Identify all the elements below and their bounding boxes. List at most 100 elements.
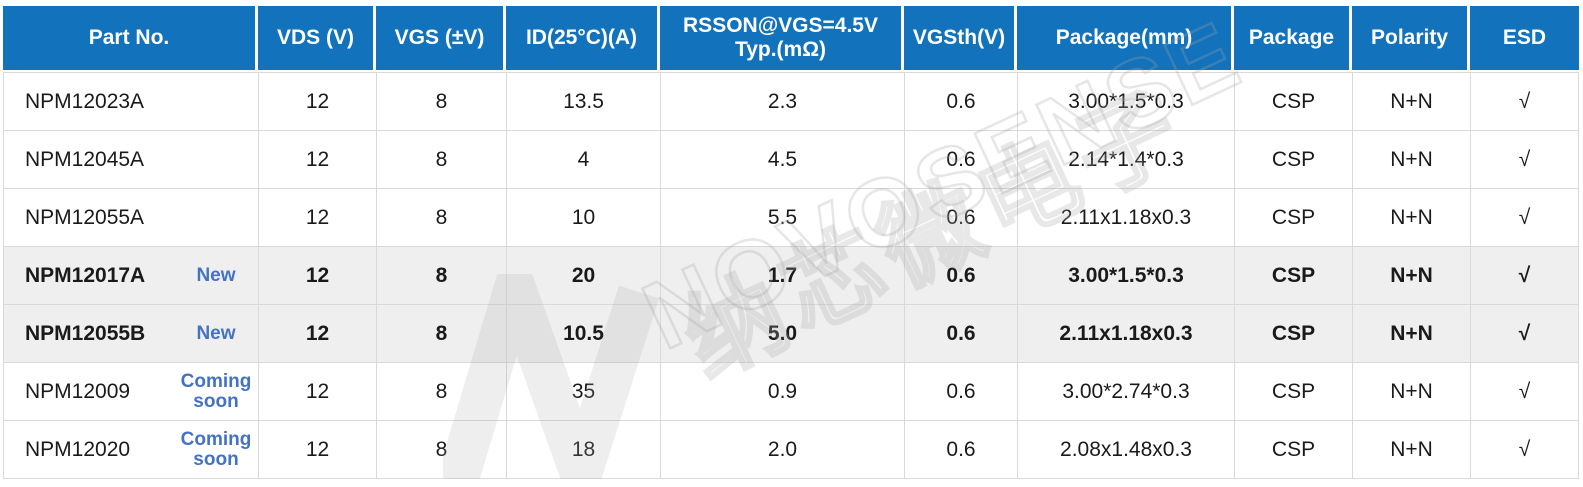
part-number: NPM12009 xyxy=(25,379,131,403)
vgs-cell: 8 xyxy=(377,189,507,247)
table-row: NPM12055B New 12 8 10.5 5.0 0.6 2.11x1.1… xyxy=(4,305,1579,363)
vgs-cell: 8 xyxy=(377,421,507,479)
esd-cell: √ xyxy=(1471,363,1579,421)
checkmark: √ xyxy=(1518,89,1531,113)
header-cell-package-mm: Package(mm) xyxy=(1017,6,1234,70)
id-cell: 18 xyxy=(507,421,661,479)
id-cell: 10.5 xyxy=(507,305,661,363)
id-cell: 35 xyxy=(507,363,661,421)
package-cell: CSP xyxy=(1235,421,1353,479)
table-row: NPM12055A 12 8 10 5.5 0.6 2.11x1.18x0.3 … xyxy=(4,189,1579,247)
part-number-cell: NPM12045A xyxy=(4,131,259,189)
package-mm-cell: 3.00*2.74*0.3 xyxy=(1018,363,1235,421)
package-cell: CSP xyxy=(1235,73,1353,131)
status-tag: Coming soon xyxy=(180,428,252,470)
part-number-cell: NPM12009 Coming soon xyxy=(4,363,259,421)
header-cell-esd: ESD xyxy=(1470,6,1579,70)
part-number: NPM12020 xyxy=(25,437,131,461)
vgsth-cell: 0.6 xyxy=(905,305,1018,363)
part-number: NPM12017A xyxy=(25,263,146,287)
polarity-cell: N+N xyxy=(1353,305,1471,363)
vgs-cell: 8 xyxy=(377,305,507,363)
polarity-cell: N+N xyxy=(1353,421,1471,479)
rsson-cell: 1.7 xyxy=(661,247,905,305)
vgsth-cell: 0.6 xyxy=(905,73,1018,131)
package-mm-cell: 2.14*1.4*0.3 xyxy=(1018,131,1235,189)
rsson-cell: 4.5 xyxy=(661,131,905,189)
package-mm-cell: 3.00*1.5*0.3 xyxy=(1018,73,1235,131)
package-cell: CSP xyxy=(1235,363,1353,421)
rsson-cell: 2.0 xyxy=(661,421,905,479)
esd-cell: √ xyxy=(1471,421,1579,479)
esd-cell: √ xyxy=(1471,247,1579,305)
checkmark: √ xyxy=(1518,263,1531,287)
table-row: NPM12020 Coming soon 12 8 18 2.0 0.6 2.0… xyxy=(4,421,1579,479)
table-row: NPM12045A 12 8 4 4.5 0.6 2.14*1.4*0.3 CS… xyxy=(4,131,1579,189)
checkmark: √ xyxy=(1518,379,1531,403)
product-table: Part No. VDS (V) VGS (±V) ID(25°C)(A) RS… xyxy=(3,6,1579,479)
vgsth-cell: 0.6 xyxy=(905,363,1018,421)
vds-cell: 12 xyxy=(259,305,377,363)
esd-cell: √ xyxy=(1471,131,1579,189)
esd-cell: √ xyxy=(1471,73,1579,131)
package-cell: CSP xyxy=(1235,131,1353,189)
header-cell-id: ID(25°C)(A) xyxy=(506,6,660,70)
id-cell: 13.5 xyxy=(507,73,661,131)
header-cell-polarity: Polarity xyxy=(1352,6,1470,70)
header-cell-vgs: VGS (±V) xyxy=(376,6,506,70)
vds-cell: 12 xyxy=(259,363,377,421)
part-number: NPM12023A xyxy=(25,89,145,113)
vgsth-cell: 0.6 xyxy=(905,247,1018,305)
part-number: NPM12045A xyxy=(25,147,145,171)
header-cell-vds: VDS (V) xyxy=(258,6,376,70)
checkmark: √ xyxy=(1518,147,1531,171)
rsson-cell: 5.5 xyxy=(661,189,905,247)
checkmark: √ xyxy=(1518,205,1531,229)
vgsth-cell: 0.6 xyxy=(905,189,1018,247)
id-cell: 4 xyxy=(507,131,661,189)
package-mm-cell: 3.00*1.5*0.3 xyxy=(1018,247,1235,305)
rsson-cell: 5.0 xyxy=(661,305,905,363)
vgs-cell: 8 xyxy=(377,247,507,305)
vds-cell: 12 xyxy=(259,421,377,479)
table-row: NPM12017A New 12 8 20 1.7 0.6 3.00*1.5*0… xyxy=(4,247,1579,305)
id-cell: 20 xyxy=(507,247,661,305)
vgs-cell: 8 xyxy=(377,363,507,421)
polarity-cell: N+N xyxy=(1353,363,1471,421)
vds-cell: 12 xyxy=(259,73,377,131)
rsson-cell: 2.3 xyxy=(661,73,905,131)
polarity-cell: N+N xyxy=(1353,189,1471,247)
status-tag: New xyxy=(196,264,236,286)
vgsth-cell: 0.6 xyxy=(905,421,1018,479)
esd-cell: √ xyxy=(1471,189,1579,247)
checkmark: √ xyxy=(1518,437,1531,461)
status-tag: New xyxy=(196,322,236,344)
vgs-cell: 8 xyxy=(377,73,507,131)
table-header: Part No. VDS (V) VGS (±V) ID(25°C)(A) RS… xyxy=(3,6,1579,70)
table-row: NPM12023A 12 8 13.5 2.3 0.6 3.00*1.5*0.3… xyxy=(4,73,1579,131)
vds-cell: 12 xyxy=(259,247,377,305)
header-cell-part-no: Part No. xyxy=(3,6,258,70)
vgs-cell: 8 xyxy=(377,131,507,189)
vgsth-cell: 0.6 xyxy=(905,131,1018,189)
part-number-cell: NPM12055B New xyxy=(4,305,259,363)
vds-cell: 12 xyxy=(259,189,377,247)
table-body: NPM12023A 12 8 13.5 2.3 0.6 3.00*1.5*0.3… xyxy=(3,72,1579,479)
status-tag: Coming soon xyxy=(180,370,252,412)
header-cell-package: Package xyxy=(1234,6,1352,70)
package-cell: CSP xyxy=(1235,247,1353,305)
package-mm-cell: 2.11x1.18x0.3 xyxy=(1018,305,1235,363)
polarity-cell: N+N xyxy=(1353,131,1471,189)
part-number-cell: NPM12023A xyxy=(4,73,259,131)
vds-cell: 12 xyxy=(259,131,377,189)
polarity-cell: N+N xyxy=(1353,73,1471,131)
part-number-cell: NPM12017A New xyxy=(4,247,259,305)
id-cell: 10 xyxy=(507,189,661,247)
package-mm-cell: 2.11x1.18x0.3 xyxy=(1018,189,1235,247)
table-row: NPM12009 Coming soon 12 8 35 0.9 0.6 3.0… xyxy=(4,363,1579,421)
polarity-cell: N+N xyxy=(1353,247,1471,305)
rsson-cell: 0.9 xyxy=(661,363,905,421)
header-cell-vgsth: VGSth(V) xyxy=(904,6,1017,70)
part-number: NPM12055B xyxy=(25,321,146,345)
package-cell: CSP xyxy=(1235,305,1353,363)
